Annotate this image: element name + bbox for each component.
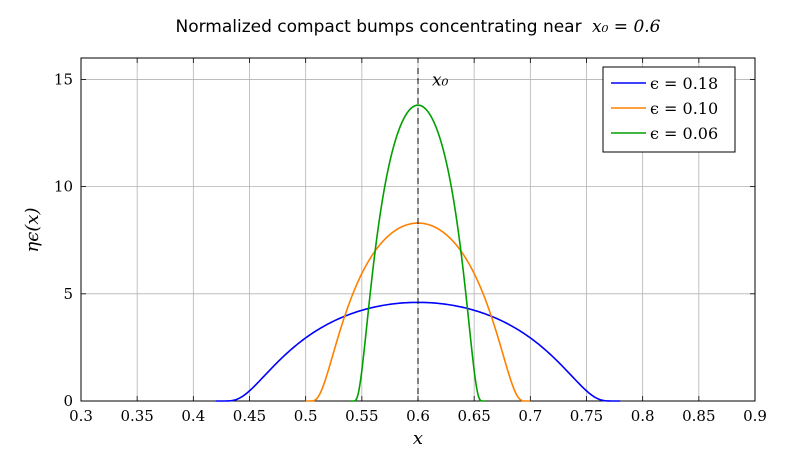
x-tick-label: 0.6 — [406, 407, 430, 425]
x-tick-label: 0.4 — [181, 407, 205, 425]
y-axis-label: ηϵ(x) — [22, 207, 43, 252]
y-tick-label: 10 — [54, 178, 73, 196]
axes: 0.3 0.35 0.4 0.45 0.5 0.55 0.6 0.65 0.7 0.75 0.8 0.… — [54, 57, 767, 425]
legend-label-1: ϵ = 0.18 — [650, 74, 718, 93]
x-tick-label: 0.9 — [743, 407, 767, 425]
x-tick-label: 0.3 — [69, 407, 93, 425]
legend-label-2: ϵ = 0.10 — [650, 99, 718, 118]
y-tick-label: 15 — [54, 70, 73, 88]
x-tick-label: 0.45 — [233, 407, 266, 425]
x-axis-label: x — [413, 428, 423, 449]
x-tick-label: 0.35 — [120, 407, 153, 425]
series-line-3 — [350, 104, 486, 402]
y-tick-label: 0 — [63, 392, 73, 410]
x-tick-label: 0.8 — [631, 407, 655, 425]
x-tick-label: 0.5 — [294, 407, 318, 425]
legend-label-3: ϵ = 0.06 — [650, 124, 718, 143]
x-tick-label: 0.75 — [570, 407, 603, 425]
legend-box — [602, 66, 736, 153]
x-tick-label: 0.65 — [457, 407, 490, 425]
x-tick-label: 0.7 — [518, 407, 542, 425]
y-tick-label: 5 — [63, 285, 73, 303]
chart-title-math: x₀ = 0.6 — [592, 17, 661, 37]
x-tick-label: 0.85 — [682, 407, 715, 425]
x-tick-label: 0.55 — [345, 407, 378, 425]
center-line-group: x₀ — [417, 68, 449, 401]
center-label: x₀ — [432, 71, 449, 91]
legend: ϵ = 0.18 ϵ = 0.10 ϵ = 0.06 — [602, 66, 736, 153]
chart-title-text: Normalized compact bumps concentrating n… — [176, 17, 582, 37]
chart-title: Normalized compact bumps concentrating n… — [176, 17, 661, 37]
